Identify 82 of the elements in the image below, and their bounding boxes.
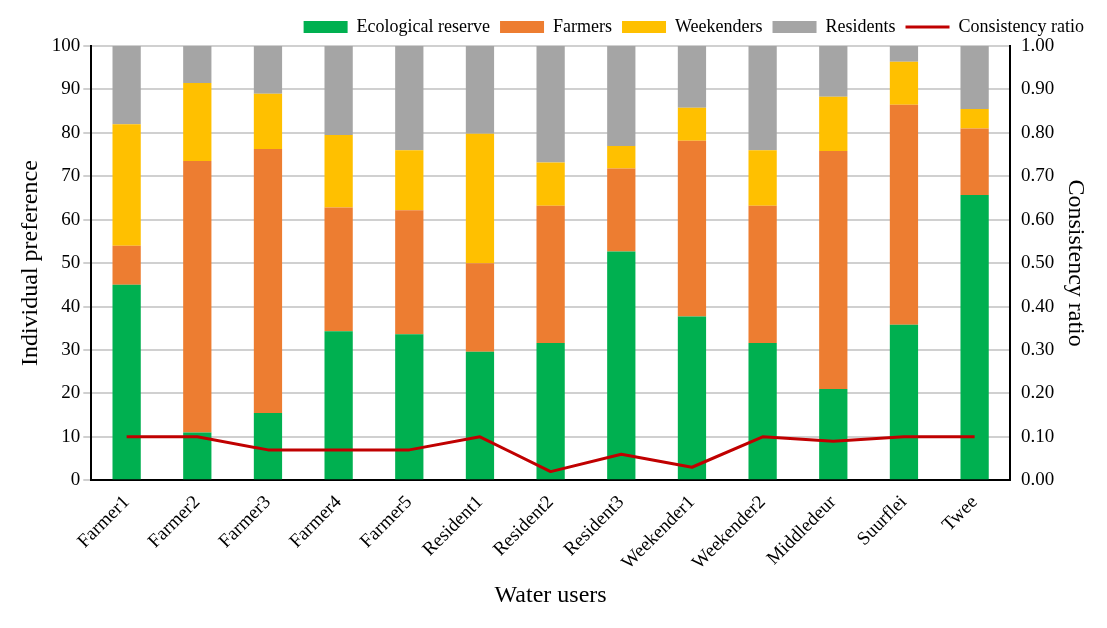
bar bbox=[112, 284, 141, 480]
bar bbox=[677, 107, 707, 141]
bar bbox=[324, 135, 353, 208]
bar bbox=[183, 161, 212, 433]
bar bbox=[324, 207, 353, 332]
bar bbox=[748, 46, 777, 151]
y2-tick-label: 0.30 bbox=[1020, 337, 1055, 359]
bar bbox=[607, 168, 636, 252]
x-tick-label: Twee bbox=[937, 490, 981, 535]
bar bbox=[960, 194, 989, 480]
y-tick-label: 40 bbox=[61, 294, 81, 316]
bar bbox=[677, 140, 707, 317]
bar bbox=[819, 389, 848, 480]
bar bbox=[748, 205, 777, 344]
bar bbox=[183, 432, 212, 480]
y2-tick-label: 0.80 bbox=[1020, 120, 1055, 142]
bar bbox=[819, 46, 848, 97]
y-tick-label: 90 bbox=[61, 77, 81, 99]
legend-label: Consistency ratio bbox=[958, 15, 1084, 36]
bar bbox=[465, 351, 495, 480]
bar bbox=[889, 324, 919, 480]
bar bbox=[889, 104, 919, 325]
bar bbox=[112, 46, 141, 125]
y-tick-label: 60 bbox=[61, 207, 81, 229]
bar bbox=[748, 150, 777, 206]
bar bbox=[253, 412, 283, 480]
y-tick-label: 30 bbox=[61, 337, 81, 359]
bar bbox=[324, 331, 353, 480]
bar bbox=[465, 46, 495, 134]
bar bbox=[395, 210, 424, 335]
bar bbox=[677, 46, 707, 108]
y2-tick-label: 0.10 bbox=[1020, 424, 1055, 446]
x-axis-title: Water users bbox=[494, 580, 607, 607]
y-tick-label: 20 bbox=[61, 381, 81, 403]
bar bbox=[395, 150, 424, 211]
bar bbox=[677, 316, 707, 480]
bar bbox=[112, 245, 141, 285]
legend-label: Residents bbox=[825, 15, 896, 36]
bar bbox=[253, 93, 283, 149]
y2-tick-label: 0.90 bbox=[1020, 77, 1055, 99]
legend-label: Farmers bbox=[553, 15, 613, 36]
y-tick-label: 80 bbox=[61, 120, 81, 142]
legend-label: Ecological reserve bbox=[356, 15, 491, 36]
bar bbox=[183, 82, 212, 162]
y2-tick-label: 0.20 bbox=[1020, 381, 1055, 403]
y-tick-label: 10 bbox=[61, 424, 81, 446]
y2-tick-label: 0.50 bbox=[1020, 251, 1055, 273]
bar bbox=[324, 46, 353, 136]
bar bbox=[607, 46, 636, 146]
bar bbox=[112, 124, 141, 246]
bar bbox=[607, 145, 636, 169]
y2-tick-label: 0.60 bbox=[1020, 207, 1055, 229]
bar bbox=[889, 46, 919, 62]
bar bbox=[536, 205, 565, 344]
bar bbox=[395, 46, 424, 151]
bar bbox=[183, 46, 212, 83]
y-tick-label: 0 bbox=[70, 468, 81, 490]
y2-tick-label: 0.00 bbox=[1020, 468, 1055, 490]
bar bbox=[889, 61, 919, 105]
bar bbox=[960, 108, 989, 129]
bar bbox=[395, 334, 424, 480]
bar bbox=[536, 162, 565, 206]
bar bbox=[960, 128, 989, 195]
bar bbox=[607, 251, 636, 480]
y-tick-label: 70 bbox=[61, 164, 81, 186]
bar bbox=[536, 343, 565, 480]
y2-tick-label: 0.40 bbox=[1020, 294, 1055, 316]
bar bbox=[465, 263, 495, 352]
y2-axis-title: Consistency ratio bbox=[1064, 179, 1091, 347]
bar bbox=[960, 46, 989, 109]
legend-label: Weekenders bbox=[675, 15, 763, 36]
y-axis-title: Individual preference bbox=[15, 160, 42, 367]
bar bbox=[465, 133, 495, 264]
y-tick-label: 50 bbox=[61, 251, 81, 273]
bar bbox=[819, 151, 848, 390]
y-tick-label: 100 bbox=[51, 33, 81, 55]
bar bbox=[536, 46, 565, 163]
bar bbox=[819, 96, 848, 152]
bar bbox=[748, 343, 777, 480]
y2-tick-label: 0.70 bbox=[1020, 164, 1055, 186]
bar bbox=[253, 46, 283, 94]
bar bbox=[253, 148, 283, 413]
